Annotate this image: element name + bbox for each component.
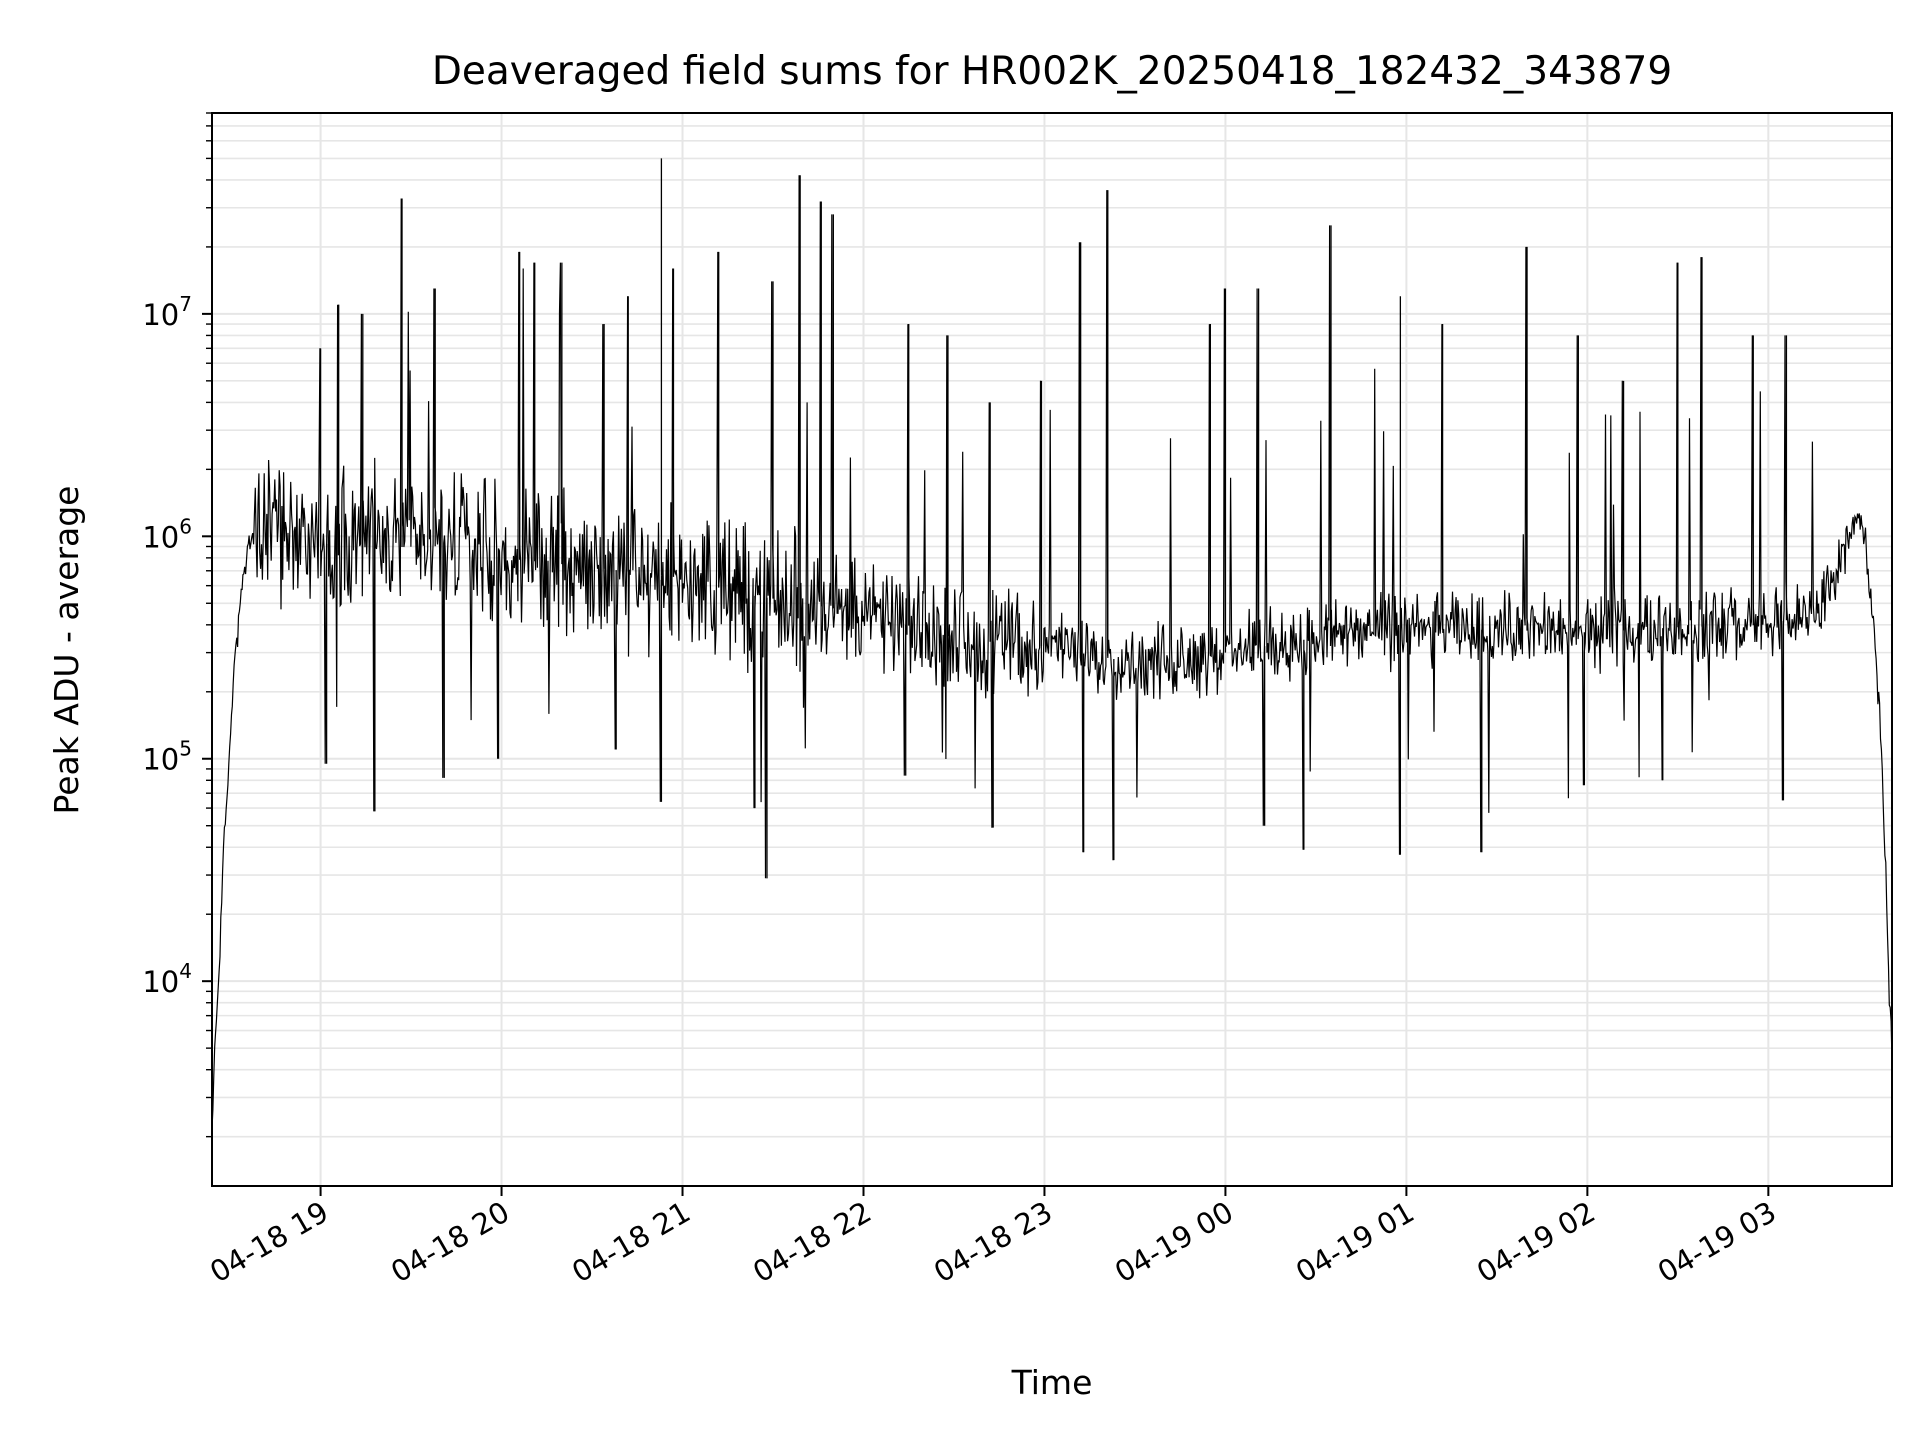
data-line: [212, 175, 1892, 1129]
plot-frame: [211, 112, 1893, 1187]
y-tick-label: 107: [142, 292, 192, 332]
y-axis: 104 105 106 107: [142, 112, 212, 1138]
x-axis-label: Time: [1011, 1363, 1093, 1402]
y-axis-label: Peak ADU - average: [47, 486, 86, 815]
chart-title: Deaveraged field sums for HR002K_2025041…: [432, 49, 1672, 94]
y-tick-label: 106: [142, 514, 192, 554]
y-tick-label: 105: [142, 737, 192, 777]
y-tick-label: 104: [142, 959, 192, 999]
data-line-layer: [212, 158, 1892, 1129]
